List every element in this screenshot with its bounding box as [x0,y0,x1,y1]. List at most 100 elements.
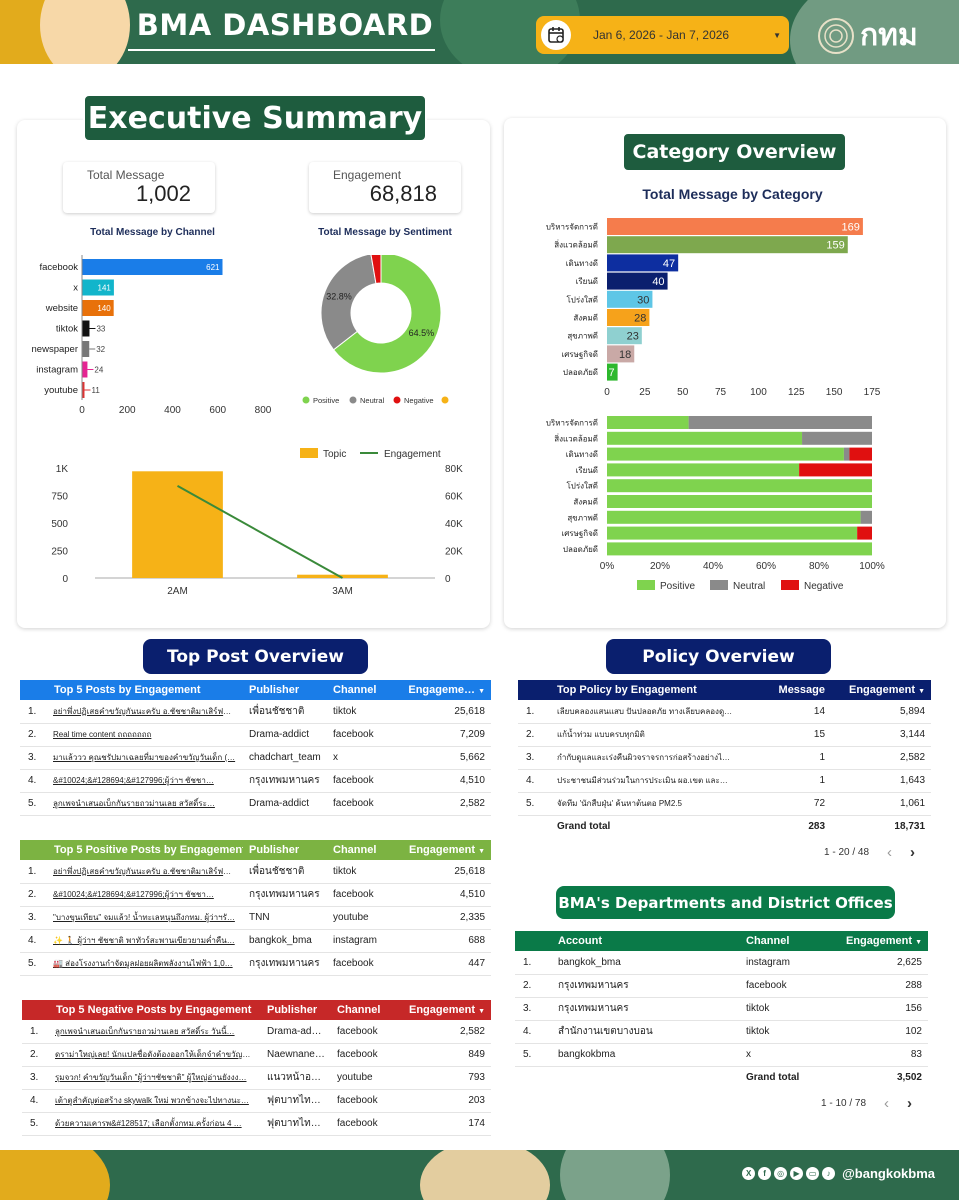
row-index: 1. [20,860,47,884]
post-title-link[interactable]: อย่าพึ่งปฏิเสธคำขวัญกันนะครับ อ.ชัชชาติม… [47,860,244,884]
hourly-right-tick: 40K [445,519,463,530]
column-header[interactable]: Top 5 Negative Posts by Engagement [56,1004,252,1016]
category-x-tick: 100 [750,387,767,398]
post-title-link[interactable]: Real time content ถถถถถถถ [47,723,243,747]
bma-logo-text: กทม [860,18,918,53]
table-row[interactable]: 5. จัดทีม 'นักสืบฝุ่น' ค้นหาต้นตอ PM2.5 72… [518,792,932,816]
category-sentiment-label: เรียนดี [576,466,598,475]
next-page-icon[interactable]: › [907,1095,913,1112]
table-row[interactable]: 3. มาแล้ววว คุณชรัปมาเฉลยที่มาของคำขวัญวั… [20,746,491,770]
post-title-link[interactable]: รุมจวก! คำขวัญวันเด็ก "ผู้ว่าฯชัชชาติ" ผ… [49,1066,261,1090]
category-label: สุขภาพดี [567,332,598,341]
post-title-link[interactable]: ✨ 🚶 ผู้ว่าฯ ชัชชาติ พาทัวร์สะพานเขียวยาม… [47,929,244,953]
table-row[interactable]: 3. "บางขุนเทียน" จมแล้ว! น้ำทะเลหนุนถึงกท… [20,906,492,930]
table-row[interactable]: 2. กรุงเทพมหานคร facebook 288 [515,974,928,998]
column-header[interactable]: Publisher [249,684,300,696]
facebook-icon[interactable]: f [758,1167,772,1180]
post-title-link[interactable]: ดราม่าใหญ่เลย! นักแปลชื่อดังต้องออกให้เด… [49,1043,261,1067]
table-row[interactable]: 4. &#10024;&#128694;&#127996;ผู้ว่าฯ ชัชช… [20,769,491,793]
table-row[interactable]: 3. กำกับดูแลและเร่งคืนผิวจราจรการก่อสร้าง… [518,746,932,770]
channel-x-tick: 0 [79,405,85,416]
table-row[interactable]: 5. 🏭 ส่องโรงงานกำจัดมูลฝอยผลิตพลังงานไฟฟ้… [20,952,492,976]
top-negative-posts-table: Top 5 Negative Posts by Engagement Publi… [22,1000,491,1136]
sort-column-header[interactable]: Engagement ▼ [401,1000,491,1020]
table-row[interactable]: 5. ด้วยความเคารพ&#128517; เลือกตั้งกทม.คร… [22,1112,491,1136]
column-header[interactable]: Top Policy by Engagement [557,684,697,696]
post-title-link[interactable]: ลูกเพจนำเสนอเบ็กกันรายถวม่านเลย สวัสดิ์ร… [49,1020,261,1044]
post-title-link[interactable]: 🏭 ส่องโรงงานกำจัดมูลฝอยผลิตพลังงานไฟฟ้า … [47,952,244,976]
kpi-value: 68,818 [369,181,437,206]
channel-cell: tiktok [740,997,828,1021]
message-cell: 1 [741,769,832,793]
category-bar [607,345,635,363]
instagram-icon[interactable]: ◎ [774,1167,788,1180]
footer-banner: X f ◎ ▶ ▭ ♪ @bangkokbma [0,1150,959,1200]
publisher-cell: เพื่อนชัชชาติ [243,860,328,884]
publisher-cell: chadchart_team [243,746,327,770]
post-title-link[interactable]: &#10024;&#128694;&#127996;ผู้ว่าฯ ชัชชา… [47,769,243,793]
account-cell: สำนักงานเขตบางบอน [552,1020,740,1044]
engagement-cell: 4,510 [399,769,491,793]
category-sentiment-segment [802,431,872,445]
table-row[interactable]: 4. สำนักงานเขตบางบอน tiktok 102 [515,1020,928,1044]
sentiment-value-label: 32.8% [326,292,352,302]
table-row[interactable]: 5. ลูกเพจนำเสนอเบ็กกันรายถวม่านเลย สวัสดิ… [20,792,491,816]
table-row[interactable]: 2. &#10024;&#128694;&#127996;ผู้ว่าฯ ชัชช… [20,883,492,907]
column-header[interactable]: Channel [337,1004,381,1016]
post-title-link[interactable]: ลูกเพจนำเสนอเบ็กกันรายถวม่านเลย สวัสดิ์ร… [47,792,243,816]
column-header[interactable]: Channel [333,684,377,696]
table-row[interactable]: 5. bangkokbma x 83 [515,1043,928,1067]
table-row[interactable]: 1. เลียบคลองแสนแสบ ปันปลอดภัย ทางเลียบคลอ… [518,700,932,724]
post-title-link[interactable]: "บางขุนเทียน" จมแล้ว! น้ำทะเลหนุนถึงกทม.… [47,906,244,930]
table-row[interactable]: 2. ดราม่าใหญ่เลย! นักแปลชื่อดังต้องออกให้… [22,1043,491,1067]
empty-cell [515,1066,552,1089]
post-title-link[interactable]: เต้าตูสำคัญต่อสร้าง skywalk ใหม่ พวกข้าง… [49,1089,261,1113]
table-row[interactable]: 4. เต้าตูสำคัญต่อสร้าง skywalk ใหม่ พวกข้… [22,1089,491,1113]
category-sentiment-label: สังคมดี [573,498,598,507]
engagement-cell: 5,894 [831,700,932,724]
hourly-legend-swatch [300,448,318,458]
column-header[interactable]: Account [558,935,602,947]
column-header[interactable]: Message [778,684,826,696]
post-title-link[interactable]: ด้วยความเคารพ&#128517; เลือกตั้งกทม.ครั้… [49,1112,261,1136]
category-bar [607,363,618,381]
line-icon[interactable]: ▭ [806,1167,820,1180]
sort-desc-icon: ▼ [478,1008,485,1015]
table-row[interactable]: 3. รุมจวก! คำขวัญวันเด็ก "ผู้ว่าฯชัชชาติ"… [22,1066,491,1090]
table-row[interactable]: 4. ประชาชนมีส่วนร่วมในการประเมิน ผอ.เขต แ… [518,769,932,793]
table-row[interactable]: 1. อย่าพึ่งปฏิเสธคำขวัญกันนะครับ อ.ชัชชาต… [20,860,492,884]
policy-name-cell: เลียบคลองแสนแสบ ปันปลอดภัย ทางเลียบคลองด… [551,700,742,724]
prev-page-icon[interactable]: ‹ [887,844,893,861]
column-header[interactable]: Publisher [267,1004,318,1016]
youtube-icon[interactable]: ▶ [790,1167,804,1180]
column-header[interactable]: Channel [746,935,790,947]
table-row[interactable]: 1. อย่าพึ่งปฏิเสธคำขวัญกันนะครับ อ.ชัชชาต… [20,700,491,724]
channel-cell: facebook [740,974,828,998]
sort-column-header[interactable]: Engagement ▼ [828,931,928,951]
post-title-link[interactable]: อย่าพึ่งปฏิเสธคำขวัญกันนะครับ อ.ชัชชาติม… [47,700,243,724]
column-header[interactable]: Publisher [249,844,300,856]
sort-column-header[interactable]: Engagement ▼ [831,680,931,700]
x-icon[interactable]: X [742,1167,756,1180]
engagement-cell: 2,582 [401,1020,491,1044]
tiktok-icon[interactable]: ♪ [822,1167,836,1180]
next-page-icon[interactable]: › [910,844,916,861]
date-range-picker[interactable]: Jan 6, 2026 - Jan 7, 2026 ▼ [536,16,789,54]
table-row[interactable]: 4. ✨ 🚶 ผู้ว่าฯ ชัชชาติ พาทัวร์สะพานเขียวย… [20,929,492,953]
column-header[interactable]: Channel [333,844,377,856]
table-row[interactable]: 2. Real time content ถถถถถถถ Drama-addict f… [20,723,491,747]
table-row[interactable]: 1. bangkok_bma instagram 2,625 [515,951,928,975]
table-row[interactable]: 1. ลูกเพจนำเสนอเบ็กกันรายถวม่านเลย สวัสดิ… [22,1020,491,1044]
engagement-cell: 849 [401,1043,491,1067]
post-title-link[interactable]: &#10024;&#128694;&#127996;ผู้ว่าฯ ชัชชา… [47,883,244,907]
category-sentiment-segment [607,479,872,493]
column-header[interactable]: Top 5 Positive Posts by Engagement [54,844,244,856]
category-sentiment-segment [607,526,858,540]
sort-column-header[interactable]: Engageme… ▼ [399,680,491,700]
prev-page-icon[interactable]: ‹ [884,1095,890,1112]
post-title-link[interactable]: มาแล้ววว คุณชรัปมาเฉลยที่มาของคำขวัญวันเ… [47,746,243,770]
sort-column-header[interactable]: Engagement ▼ [399,840,491,860]
table-row[interactable]: 2. แก้น้ำท่วม แบบครบทุกมิติ 15 3,144 [518,723,932,747]
column-header[interactable]: Top 5 Posts by Engagement [54,684,201,696]
table-row[interactable]: 3. กรุงเทพมหานคร tiktok 156 [515,997,928,1021]
